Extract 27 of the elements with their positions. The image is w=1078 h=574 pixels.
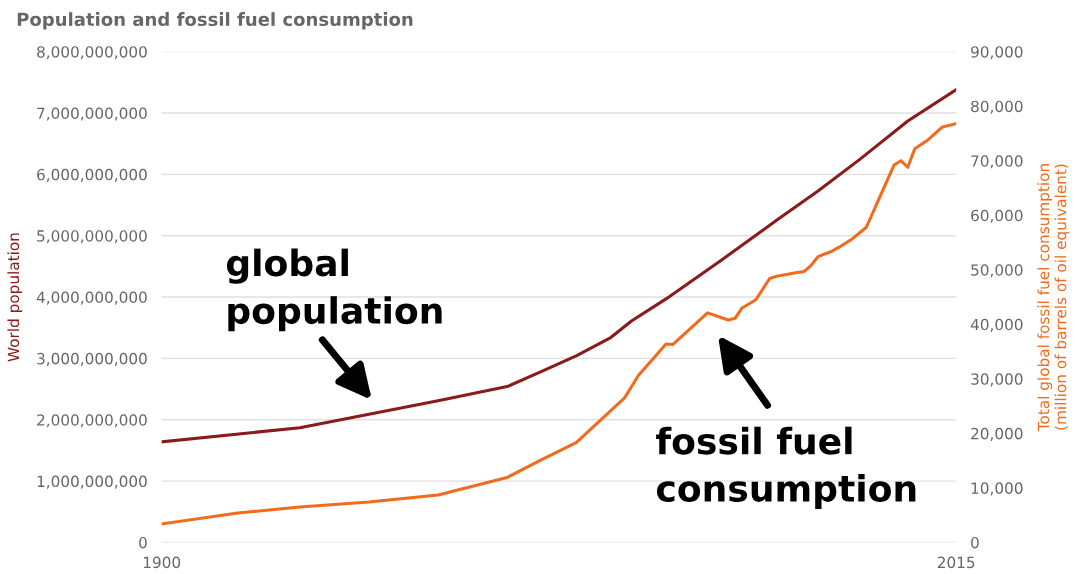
chart-title: Population and fossil fuel consumption	[17, 12, 413, 30]
y-tick-label: 4,000,000,000	[36, 291, 147, 305]
y-tick-label: 1,000,000,000	[37, 475, 147, 489]
y-tick-label: 5,000,000,000	[37, 230, 147, 244]
y2-tick-label: 90,000	[971, 46, 1023, 60]
y-tick-label: 8,000,000,000	[37, 46, 147, 60]
y-tick-label: 3,000,000,000	[37, 352, 147, 366]
y-tick-label: 7,000,000,000	[37, 107, 147, 121]
annotation: fossil fuel consumption	[656, 426, 916, 509]
y2-tick-label: 60,000	[971, 209, 1023, 223]
y2-tick-label: 40,000	[970, 318, 1023, 332]
y2-tick-label: 20,000	[971, 427, 1023, 441]
y-tick-label: 6,000,000,000	[37, 168, 147, 182]
y2-tick-label: 10,000	[971, 482, 1023, 496]
x-tick-label: 1900	[143, 556, 181, 569]
y-tick-label: 0	[139, 536, 147, 549]
y2-tick-label: 30,000	[971, 373, 1023, 387]
y2-tick-label: 80,000	[971, 100, 1023, 114]
y2-axis-title: Total global fossil fuel consumption (million of barrels of oil equivalent)	[1037, 164, 1070, 432]
y-axis-title: World population	[7, 233, 23, 362]
line-series	[161, 122, 957, 526]
x-tick-label: 2015	[937, 556, 975, 569]
y2-tick-label: 70,000	[971, 155, 1023, 169]
y-tick-label: 2,000,000,000	[37, 414, 147, 428]
y2-tick-label: 0	[971, 536, 979, 549]
y2-tick-label: 50,000	[971, 264, 1023, 278]
annotation: global population	[226, 248, 442, 332]
